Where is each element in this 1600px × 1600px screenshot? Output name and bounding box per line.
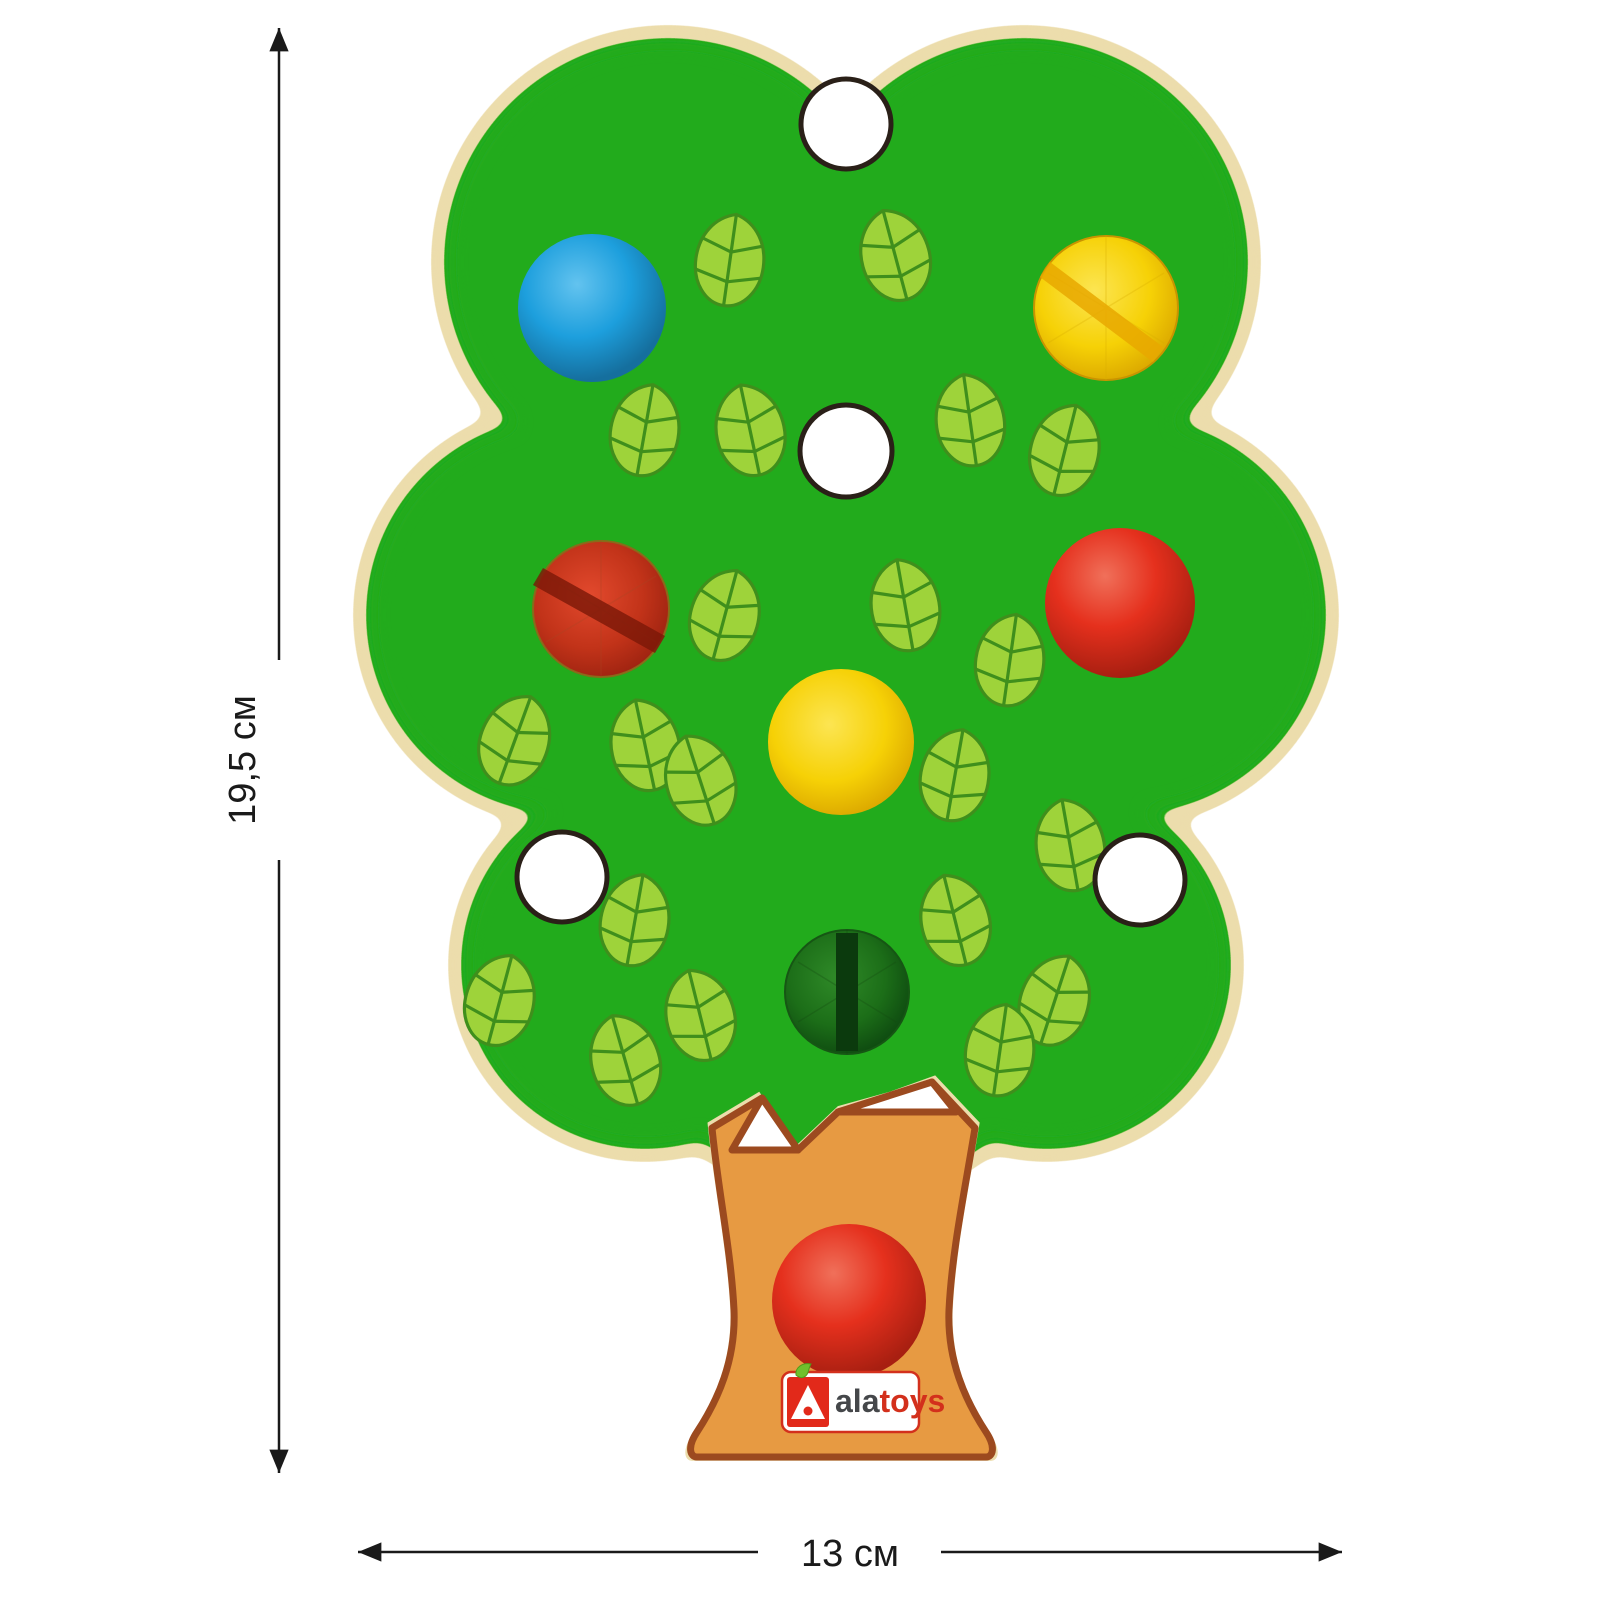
svg-text:alatoys: alatoys	[835, 1383, 945, 1419]
svg-text:13 см: 13 см	[801, 1533, 899, 1575]
svg-text:19,5 см: 19,5 см	[222, 695, 264, 825]
